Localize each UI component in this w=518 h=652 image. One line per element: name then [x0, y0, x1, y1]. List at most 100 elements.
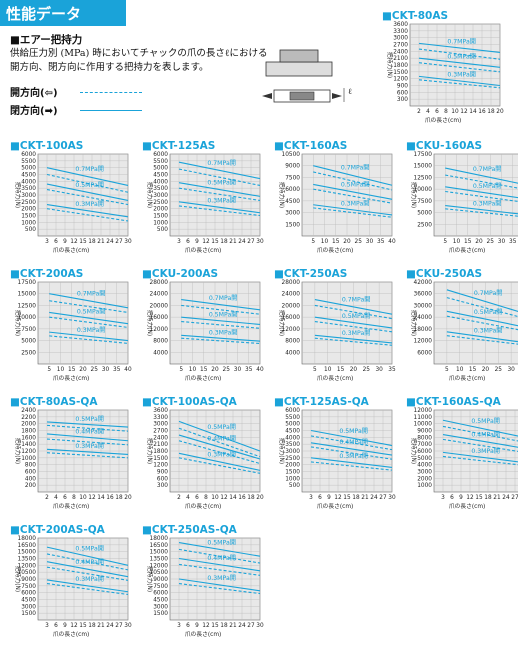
x-tick-label: 27 — [247, 623, 255, 629]
y-tick-label: 3000 — [417, 470, 432, 476]
x-tick-label: 20 — [475, 239, 483, 245]
y-tick-label: 1500 — [153, 611, 168, 617]
x-tick-label: 25 — [363, 367, 371, 373]
chart-title: ■CKT-160AS — [274, 140, 348, 152]
y-tick-label: 2400 — [153, 435, 168, 441]
series-label: 0.5MPa開 — [207, 539, 236, 546]
y-tick-label: 500 — [157, 227, 168, 233]
chart-title: ■CKT-250AS — [274, 268, 348, 280]
y-tick-label: 5500 — [153, 159, 168, 165]
series-line — [46, 167, 129, 186]
chart-svg: 6000 12000 18000 24000 30000 36000 42000 5 10 15 2… — [410, 280, 518, 382]
series-line — [313, 171, 393, 191]
y-tick-label: 28000 — [282, 280, 301, 286]
x-axis-label: 爪の長さ(cm) — [53, 375, 90, 382]
y-tick-label: 2700 — [153, 429, 168, 435]
legend-close-line — [80, 110, 142, 111]
y-tick-label: 9000 — [417, 429, 432, 435]
x-tick-label: 35 — [245, 367, 253, 373]
chart-title: ■CKT-125AS-QA — [274, 396, 369, 408]
y-tick-label: 1500 — [393, 70, 408, 76]
series-label: 0.5MPa開 — [209, 312, 238, 319]
series-line — [178, 557, 261, 572]
series-line — [418, 62, 501, 73]
y-axis-label: 把持力(N) — [146, 566, 154, 592]
x-tick-label: 10 — [321, 239, 329, 245]
y-tick-label: 800 — [25, 463, 36, 469]
x-tick-label: 27 — [115, 239, 123, 245]
series-line — [446, 335, 518, 345]
series-label: 0.5MPa開 — [471, 418, 500, 425]
y-tick-label: 13500 — [150, 557, 169, 563]
x-tick-label: 15 — [211, 239, 219, 245]
x-tick-label: 6 — [63, 495, 67, 501]
x-tick-label: 18 — [220, 239, 228, 245]
y-tick-label: 1000 — [21, 220, 36, 226]
x-axis-label: 爪の長さ(cm) — [53, 503, 90, 510]
y-tick-label: 6000 — [417, 449, 432, 455]
y-tick-label: 8000 — [153, 339, 168, 345]
y-axis-label: 把持力(N) — [386, 52, 394, 78]
chart-10: ■CKT-100AS-QA 300 600 900 1200 1500 1800 2100 24… — [142, 396, 268, 520]
x-tick-label: 40 — [256, 367, 264, 373]
y-tick-label: 4500 — [285, 199, 300, 205]
chart-svg: 3006009001200150018002100240027003000330… — [146, 408, 264, 510]
series-line — [310, 457, 393, 468]
series-line — [46, 183, 129, 202]
y-tick-label: 6000 — [153, 152, 168, 158]
y-tick-label: 12000 — [414, 339, 433, 345]
x-tick-label: 15 — [464, 239, 472, 245]
series-label: 0.3MPa開 — [207, 575, 236, 582]
y-tick-label: 2500 — [285, 456, 300, 462]
x-tick-label: 10 — [79, 495, 87, 501]
series-line — [418, 79, 501, 89]
series-label: 0.5MPa開 — [75, 182, 104, 189]
x-tick-label: 9 — [327, 495, 331, 501]
y-tick-label: 4500 — [153, 173, 168, 179]
x-tick-label: 8 — [204, 495, 208, 501]
series-label: 0.3MPa開 — [207, 451, 236, 458]
y-tick-label: 5000 — [417, 211, 432, 217]
series-label: 0.3MPa開 — [342, 330, 371, 337]
x-tick-label: 10 — [189, 367, 197, 373]
series-line — [178, 457, 261, 474]
series-line — [314, 334, 393, 344]
series-label: 0.3MPa開 — [447, 72, 476, 79]
x-tick-label: 2 — [177, 495, 181, 501]
x-tick-label: 20 — [211, 367, 219, 373]
series-label: 0.7MPa開 — [209, 295, 238, 302]
y-tick-label: 6000 — [285, 408, 300, 414]
y-tick-label: 900 — [157, 470, 168, 476]
x-axis-label: 爪の長さ(cm) — [53, 631, 90, 638]
series-line — [313, 188, 393, 204]
y-tick-label: 2500 — [21, 350, 36, 356]
y-tick-label: 2400 — [21, 408, 36, 414]
y-tick-label: 10000 — [414, 187, 433, 193]
series-label: 0.7MPa開 — [341, 165, 370, 172]
series-label: 0.4MPa開 — [75, 428, 104, 435]
y-tick-label: 16500 — [150, 543, 169, 549]
series-line — [46, 566, 129, 581]
series-line — [178, 548, 261, 564]
series-label: 0.5MPa開 — [473, 183, 502, 190]
y-axis-label: 把持力(N) — [14, 438, 22, 464]
x-tick-label: 3 — [177, 623, 181, 629]
y-tick-label: 30000 — [414, 303, 433, 309]
series-line — [181, 316, 261, 326]
y-tick-label: 4500 — [21, 173, 36, 179]
y-tick-label: 3300 — [393, 29, 408, 35]
series-line — [46, 424, 129, 432]
y-tick-label: 7000 — [417, 442, 432, 448]
y-tick-label: 24000 — [414, 315, 433, 321]
x-tick-label: 6 — [186, 239, 190, 245]
y-tick-label: 2100 — [393, 56, 408, 62]
y-tick-label: 3300 — [153, 415, 168, 421]
y-axis-label: 把持力(N) — [278, 182, 286, 208]
y-tick-label: 7500 — [21, 584, 36, 590]
series-line — [178, 583, 261, 595]
series-line — [178, 205, 261, 217]
chart-title: ■CKT-80AS-QA — [10, 396, 98, 408]
series-line — [314, 316, 393, 329]
series-line — [310, 442, 393, 456]
page-header: 性能データ — [0, 0, 126, 26]
